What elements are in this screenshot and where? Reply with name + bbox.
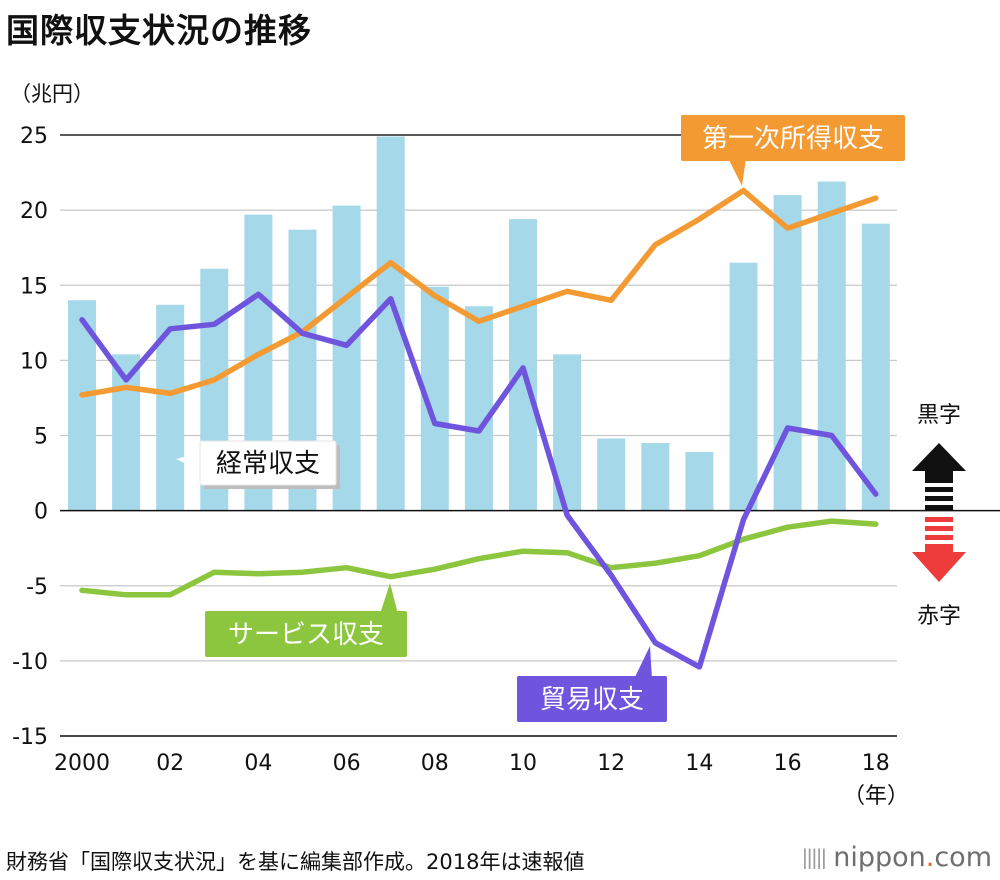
bar-current-account-2009 (464, 306, 493, 511)
annotation-primary-income-box (681, 115, 905, 161)
annotation-current-account-box (199, 440, 337, 486)
x-tick-label: 2000 (54, 751, 110, 776)
bar-current-account-2002 (156, 304, 185, 511)
x-tick-label: 18 (862, 751, 890, 776)
x-tick-label: 08 (421, 751, 449, 776)
deficit-arrow-stripe (925, 526, 953, 531)
grid-layer: 25 20 15 10 5 0 -5 -10 -15 (12, 124, 897, 750)
line-primary-income (79, 187, 879, 398)
chart-canvas: 25 20 15 10 5 0 -5 -10 -15 2000 02 04 06 08 10 12 14 16 1… (12, 115, 1000, 809)
chart-title: 国際収支状況の推移 (6, 11, 312, 50)
annotation-primary-income-label: 第一次所得収支 (702, 124, 884, 154)
x-axis-unit-label: （年） (843, 784, 909, 809)
surplus-arrow-stripe (925, 505, 953, 510)
bar-current-account-2016 (773, 195, 802, 511)
source-note: 財務省「国際収支状況」を基に編集部作成。2018年は速報値 (6, 850, 585, 874)
surplus-arrow-stripe (925, 496, 953, 501)
y-tick-label: 5 (34, 425, 48, 450)
annotation-trade: 貿易収支 (517, 646, 667, 722)
bar-current-account-2017 (817, 181, 846, 511)
y-axis-unit-label: （兆円） (10, 82, 94, 106)
bar-current-account-2013 (641, 443, 670, 511)
bar-current-account-2012 (597, 438, 626, 511)
line-layer (79, 187, 879, 670)
annotation-primary-income: 第一次所得収支 (681, 115, 905, 186)
y-tick-label: 15 (20, 274, 48, 299)
y-tick-label: 10 (20, 349, 48, 374)
y-tick-label: 0 (34, 500, 48, 525)
deficit-arrow-icon (912, 544, 966, 582)
line-trade-balance (79, 291, 879, 670)
brand-logo: ||||| nippon.com (801, 842, 993, 873)
brand-mark-icon: ||||| (801, 845, 828, 869)
annotation-current-account-label: 経常収支 (216, 449, 320, 479)
annotation-services-box (205, 611, 407, 657)
y-tick-label: 25 (20, 124, 48, 149)
axis-layer: 2000 02 04 06 08 10 12 14 16 18 （年） (54, 509, 1000, 809)
surplus-arrow-icon (912, 443, 966, 483)
x-tick-label: 14 (685, 751, 713, 776)
x-tick-label: 10 (509, 751, 537, 776)
bar-current-account-2018 (861, 223, 890, 511)
annotation-services: サービス収支 (205, 583, 407, 657)
bar-current-account-2014 (685, 452, 714, 511)
x-tick-label: 04 (244, 751, 272, 776)
bar-current-account-2010 (509, 219, 537, 511)
surplus-label: 黒字 (917, 403, 961, 428)
annotation-trade-label: 貿易収支 (540, 685, 644, 715)
annotation-current-account: 経常収支 (176, 440, 340, 489)
bar-current-account-2015 (729, 262, 758, 511)
y-tick-label: -15 (12, 725, 48, 750)
annotation-trade-box (517, 676, 667, 722)
y-tick-label: 20 (20, 199, 48, 224)
surplus-arrow-stripe (925, 487, 953, 492)
y-tick-label: -5 (26, 575, 48, 600)
x-tick-label: 16 (774, 751, 802, 776)
annotation-current-account-pointer (176, 452, 203, 472)
deficit-arrow-stripe (925, 535, 953, 540)
line-services-balance (79, 518, 879, 598)
annotation-primary-income-pointer (728, 158, 746, 186)
deficit-label: 赤字 (917, 604, 961, 629)
deficit-arrow-stripe (925, 517, 953, 522)
annotation-services-label: サービス収支 (228, 620, 384, 650)
x-tick-label: 12 (597, 751, 625, 776)
x-tick-label: 06 (333, 751, 361, 776)
annotation-services-pointer (380, 583, 398, 614)
annotation-trade-pointer (634, 646, 652, 679)
x-tick-label: 02 (156, 751, 184, 776)
y-tick-label: -10 (12, 650, 48, 675)
